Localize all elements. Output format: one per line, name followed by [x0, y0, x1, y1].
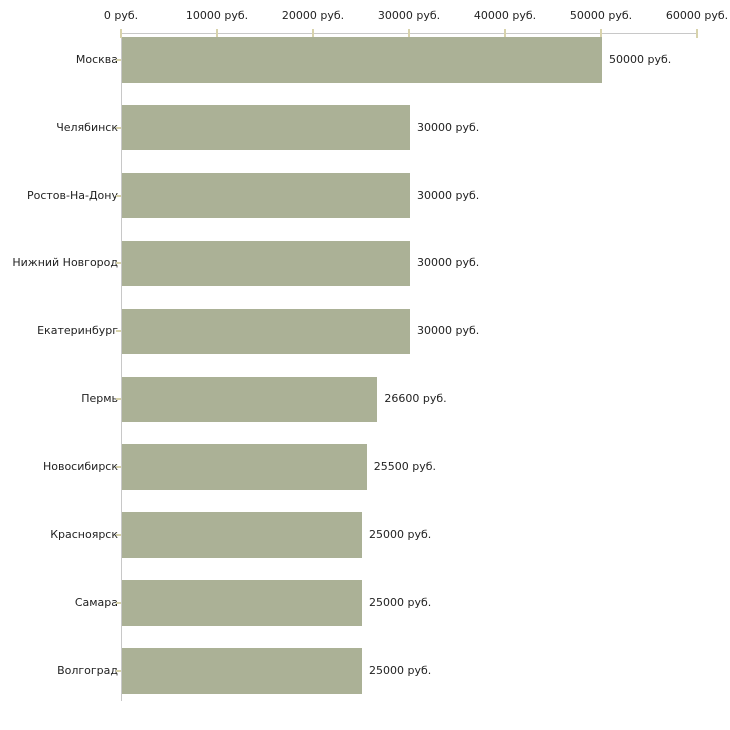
x-axis-tick — [120, 29, 122, 38]
bar — [122, 648, 362, 694]
x-axis-tick-label: 50000 руб. — [569, 9, 633, 22]
bar — [122, 37, 602, 83]
bar — [122, 512, 362, 558]
y-axis-tick — [116, 58, 121, 61]
category-label: Ростов-На-Дону — [26, 188, 118, 202]
bar — [122, 104, 410, 151]
y-axis-tick — [116, 466, 121, 469]
x-axis-tick-label: 10000 руб. — [185, 9, 249, 22]
category-label: Нижний Новгород — [12, 256, 118, 270]
x-axis-tick — [504, 29, 506, 38]
value-label: 25500 руб. — [373, 460, 437, 474]
x-axis-tick — [312, 29, 314, 38]
category-label: Челябинск — [56, 120, 118, 134]
x-axis-tick — [696, 29, 698, 38]
value-label: 50000 руб. — [609, 52, 672, 66]
value-label: 25000 руб. — [369, 595, 432, 609]
y-axis-tick — [116, 330, 121, 333]
y-axis-tick — [116, 398, 121, 401]
value-label: 25000 руб. — [369, 663, 432, 677]
x-axis-tick-label: 40000 руб. — [473, 9, 537, 22]
y-axis-tick — [116, 126, 121, 129]
y-axis-tick — [116, 601, 121, 604]
bar — [122, 172, 410, 219]
category-label: Красноярск — [50, 528, 118, 542]
x-axis-tick-label: 0 руб. — [103, 9, 139, 22]
category-label: Самара — [74, 595, 118, 609]
bar — [122, 376, 378, 422]
value-label: 30000 руб. — [417, 256, 480, 270]
x-axis-tick-label: 20000 руб. — [281, 9, 345, 22]
y-axis-tick — [116, 669, 121, 672]
y-axis-tick — [116, 194, 121, 197]
category-label: Волгоград — [57, 663, 118, 677]
bar — [122, 308, 410, 355]
y-axis-tick — [116, 262, 121, 265]
bar — [122, 580, 362, 626]
value-label: 30000 руб. — [417, 324, 480, 338]
x-axis-tick-label: 30000 руб. — [377, 9, 441, 22]
value-label: 26600 руб. — [384, 392, 447, 406]
bar — [122, 240, 410, 287]
value-label: 30000 руб. — [417, 188, 480, 202]
category-label: Москва — [75, 52, 118, 66]
value-label: 25000 руб. — [369, 528, 432, 542]
x-axis-tick — [408, 29, 410, 38]
x-axis-tick — [600, 29, 602, 38]
y-axis-tick — [116, 534, 121, 537]
category-label: Пермь — [81, 392, 118, 406]
category-label: Екатеринбург — [37, 324, 118, 338]
bar — [122, 444, 367, 490]
x-axis-tick — [216, 29, 218, 38]
value-label: 30000 руб. — [417, 120, 480, 134]
y-axis-line — [121, 33, 122, 701]
x-axis-tick-label: 60000 руб. — [665, 9, 729, 22]
category-label: Новосибирск — [42, 460, 118, 474]
